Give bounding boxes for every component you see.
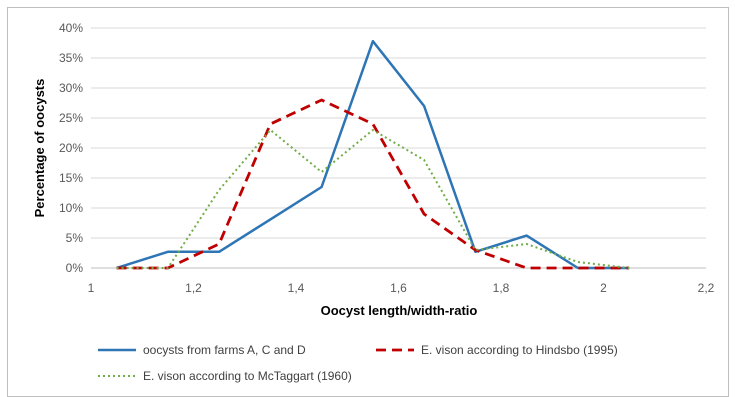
x-tick-label: 1,4: [288, 281, 305, 295]
x-tick-label: 1,8: [493, 281, 510, 295]
y-tick-label: 10%: [59, 201, 83, 215]
series-line-3: [116, 129, 630, 269]
legend-label-1: oocysts from farms A, C and D: [143, 343, 306, 357]
x-tick-label: 1,2: [185, 281, 202, 295]
gridlines: [91, 27, 706, 269]
y-tick-label: 30%: [59, 81, 83, 95]
y-axis-ticks: 0% 5% 10% 15% 20% 25% 30% 35% 40%: [59, 21, 83, 275]
legend-label-2: E. vison according to Hindsbo (1995): [421, 343, 618, 357]
y-tick-label: 20%: [59, 141, 83, 155]
x-tick-label: 2,2: [698, 281, 715, 295]
series-lines: [116, 39, 630, 270]
y-tick-label: 35%: [59, 51, 83, 65]
legend-label-3: E. vison according to McTaggart (1960): [143, 369, 352, 383]
y-tick-label: 5%: [66, 231, 84, 245]
y-tick-label: 25%: [59, 111, 83, 125]
legend: oocysts from farms A, C and D E. vison ac…: [98, 343, 618, 383]
y-axis-title: Percentage of oocysts: [32, 79, 47, 218]
series-line-2: [116, 98, 630, 270]
x-axis-title: Oocyst length/width-ratio: [321, 303, 478, 318]
x-tick-label: 2: [600, 281, 607, 295]
chart-frame: [7, 7, 729, 397]
y-tick-label: 15%: [59, 171, 83, 185]
series-line-1: [116, 39, 630, 270]
y-tick-label: 0%: [66, 261, 84, 275]
x-axis-ticks: 1 1,2 1,4 1,6 1,8 2 2,2: [88, 281, 715, 295]
x-tick-label: 1,6: [390, 281, 407, 295]
x-tick-label: 1: [88, 281, 95, 295]
y-tick-label: 40%: [59, 21, 83, 35]
